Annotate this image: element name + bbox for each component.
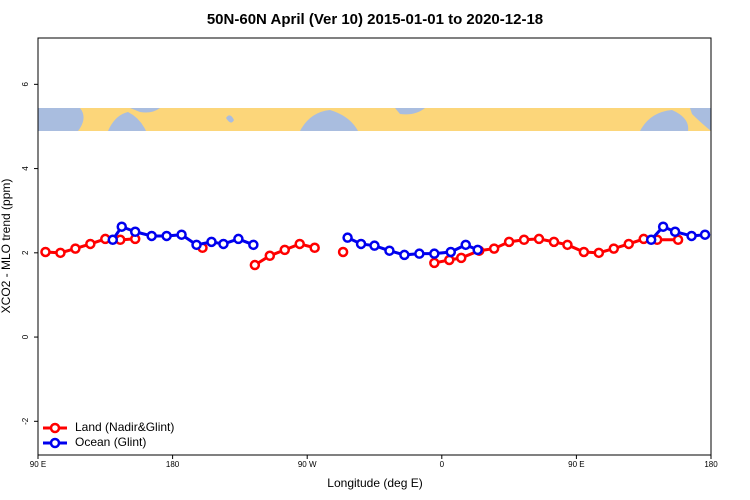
x-tick-label: 180 [704, 460, 718, 469]
data-point [414, 248, 425, 259]
data-point [518, 234, 530, 246]
data-point [70, 243, 81, 254]
y-tick-label: 2 [21, 250, 30, 255]
data-point [40, 246, 51, 258]
data-point [699, 229, 711, 240]
data-point [623, 238, 634, 250]
data-point [686, 230, 697, 242]
data-point [488, 243, 500, 254]
data-point [191, 239, 202, 251]
data-point [342, 232, 353, 243]
chart-title: 50N-60N April (Ver 10) 2015-01-01 to 202… [207, 11, 543, 28]
legend: Land (Nadir&Glint)Ocean (Glint) [43, 420, 174, 449]
data-point [248, 239, 259, 251]
x-tick-label: 180 [166, 460, 180, 469]
data-point [55, 247, 66, 259]
data-point [657, 221, 669, 232]
legend-label: Land (Nadir&Glint) [75, 420, 174, 434]
data-point [472, 244, 483, 256]
data-point [533, 233, 545, 245]
data-point [116, 221, 128, 232]
data-point [578, 246, 590, 258]
x-axis-label: Longitude (deg E) [327, 476, 422, 490]
x-tick-label: 90 W [298, 460, 317, 469]
data-point [249, 259, 261, 271]
data-point [176, 229, 187, 240]
data-point [337, 246, 349, 258]
data-point [369, 240, 380, 251]
data-point [429, 248, 440, 259]
data-point [264, 250, 276, 262]
data-point [129, 226, 141, 238]
map-strip [38, 108, 711, 131]
data-point [206, 236, 217, 248]
data-point [593, 247, 605, 259]
y-tick-label: 4 [21, 166, 30, 171]
legend-label: Ocean (Glint) [75, 435, 146, 449]
data-point [669, 226, 681, 238]
data-point [107, 234, 119, 246]
y-tick-label: 0 [21, 334, 30, 339]
data-point [309, 242, 320, 254]
y-axis-label: XCO2 - MLO trend (ppm) [0, 179, 13, 314]
data-point [233, 233, 244, 245]
x-tick-label: 90 E [30, 460, 46, 469]
data-point [146, 230, 157, 242]
data-point [608, 243, 620, 254]
data-point [294, 238, 305, 250]
data-point [218, 238, 229, 250]
legend-marker [49, 422, 61, 434]
plot-frame [37, 37, 712, 456]
data-point [161, 230, 172, 242]
y-tick-label: -2 [21, 417, 30, 425]
data-point [455, 252, 467, 264]
data-point [503, 236, 515, 248]
x-tick-label: 0 [440, 460, 445, 469]
data-point [460, 239, 471, 251]
data-point [279, 244, 291, 256]
data-point [562, 239, 573, 251]
y-tick-label: 6 [21, 82, 30, 87]
data-point [445, 246, 457, 258]
data-point [548, 236, 560, 248]
data-point [645, 234, 657, 246]
legend-marker [49, 437, 61, 449]
data-point [355, 238, 367, 250]
data-point [429, 257, 440, 269]
data-point [85, 238, 96, 250]
data-point [444, 254, 455, 266]
data-point [384, 245, 395, 256]
x-tick-label: 90 E [568, 460, 584, 469]
data-point [399, 249, 410, 261]
